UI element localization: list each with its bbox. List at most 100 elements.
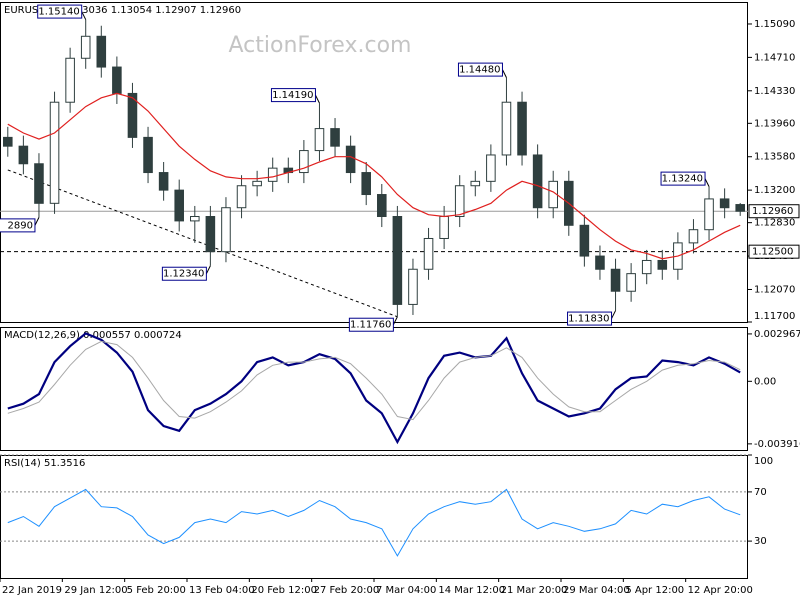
- annotation-label: 1.12340: [163, 269, 204, 280]
- candle-body: [205, 216, 216, 253]
- annotation-box: [457, 62, 503, 77]
- candle-body: [423, 237, 434, 270]
- annotation-label: 1.14190: [272, 90, 313, 101]
- candle-body: [221, 207, 231, 253]
- annotation-box: [0, 218, 36, 233]
- chart-title: EURUSD,H4 1.13036 1.13054 1.12907 1.1296…: [4, 5, 241, 16]
- candle-body: [704, 198, 714, 231]
- indicator-line: [7, 488, 741, 557]
- price-line-label: 1.12500: [752, 247, 793, 258]
- x-tick-label: 5 Feb 20:00: [127, 585, 186, 596]
- y-tick-label: 70: [754, 487, 767, 498]
- candle-body: [267, 167, 278, 182]
- x-tick-label: 13 Feb 04:00: [189, 585, 255, 596]
- annotation-leader: [611, 310, 616, 319]
- candle-body: [595, 255, 605, 270]
- annotation-label: 2890: [8, 220, 33, 231]
- candle-body: [517, 101, 527, 156]
- candle-body: [314, 128, 325, 152]
- watermark: ActionForex.com: [229, 33, 412, 58]
- candle-body: [626, 273, 636, 292]
- candle-body: [392, 216, 403, 305]
- candle-body: [486, 154, 496, 182]
- annotation-leader: [315, 94, 320, 104]
- candle-body: [377, 194, 387, 218]
- candle-body: [470, 180, 481, 187]
- rsi-title: RSI(14) 51.3516: [4, 458, 85, 469]
- x-tick-label: 29 Mar 04:00: [563, 585, 630, 596]
- price-line-label: 1.12960: [752, 206, 793, 217]
- y-tick-label: 1.13960: [754, 118, 795, 129]
- annotation-box: [37, 4, 83, 19]
- candle-body: [719, 198, 730, 209]
- y-tick-label: 30: [754, 536, 767, 547]
- y-tick-label: 1.12830: [754, 218, 795, 229]
- candle-body: [408, 268, 418, 305]
- annotation-label: 1.11830: [568, 314, 609, 325]
- x-tick-label: 21 Mar 20:00: [501, 585, 568, 596]
- candle-body: [127, 92, 138, 138]
- annotation-box: [660, 171, 706, 186]
- candle-body: [34, 163, 44, 204]
- candle-body: [18, 145, 29, 165]
- annotation-leader: [502, 69, 507, 78]
- x-tick-label: 27 Feb 20:00: [314, 585, 380, 596]
- candle-body: [143, 136, 153, 174]
- x-tick-label: 29 Jan 12:00: [64, 585, 127, 596]
- candle-body: [532, 154, 543, 209]
- annotation-box: [567, 311, 613, 326]
- annotation-leader: [81, 11, 87, 20]
- candle-body: [579, 224, 590, 257]
- y-tick-label: 0.00: [754, 376, 776, 387]
- candle-body: [641, 259, 652, 275]
- annotation-label: 1.13240: [662, 174, 703, 185]
- candle-body: [49, 101, 60, 204]
- candle-body: [688, 229, 699, 244]
- x-tick-label: 22 Jan 2019: [2, 585, 62, 596]
- annotation-leader: [205, 265, 211, 274]
- y-tick-label: 1.11700: [754, 311, 795, 322]
- annotation-box: [348, 317, 394, 332]
- candle-body: [190, 216, 200, 222]
- y-tick-label: 1.14710: [754, 52, 795, 63]
- candle-body: [657, 259, 668, 270]
- candle-body: [236, 185, 247, 209]
- candle-body: [3, 136, 13, 147]
- candle-body: [158, 172, 169, 191]
- y-tick-label: 0.002967: [754, 329, 800, 340]
- indicator-line: [7, 332, 741, 445]
- y-tick-label: 1.13200: [754, 185, 795, 196]
- x-tick-label: 5 Apr 12:00: [625, 585, 684, 596]
- candle-body: [610, 268, 621, 292]
- candle-body: [735, 204, 745, 212]
- candle-body: [65, 57, 75, 103]
- candle-body: [501, 101, 512, 156]
- candle-body: [96, 35, 107, 68]
- annotation-leader: [392, 316, 398, 325]
- candle-body: [80, 35, 91, 59]
- candle-body: [454, 185, 465, 218]
- annotation-leader: [34, 217, 40, 226]
- annotation-label: 1.15140: [38, 7, 79, 18]
- candle-body: [174, 189, 184, 222]
- moving-average: [7, 92, 741, 260]
- annotation-box: [161, 266, 207, 281]
- annotation-label: 1.11760: [350, 320, 391, 331]
- candle-body: [439, 216, 449, 239]
- x-tick-label: 12 Apr 20:00: [688, 585, 753, 596]
- indicator-line: [7, 340, 741, 421]
- candle-body: [345, 145, 356, 174]
- x-tick-label: 20 Feb 12:00: [251, 585, 317, 596]
- candle-body: [252, 180, 262, 187]
- price-line-box: [748, 204, 800, 219]
- y-tick-label: 1.14330: [754, 86, 795, 97]
- price-line-box: [748, 244, 800, 259]
- y-tick-label: 1.15090: [754, 19, 795, 30]
- y-tick-label: 1.13580: [754, 152, 795, 163]
- annotation-label: 1.14480: [459, 65, 500, 76]
- x-tick-label: 7 Mar 04:00: [376, 585, 436, 596]
- candle-body: [330, 128, 340, 147]
- y-tick-label: 100: [754, 456, 773, 467]
